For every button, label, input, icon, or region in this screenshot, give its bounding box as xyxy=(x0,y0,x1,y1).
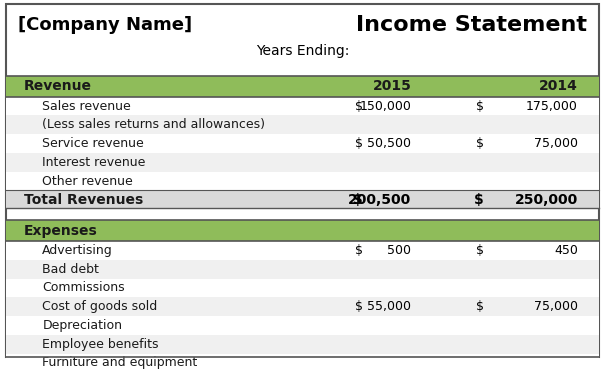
Text: (Less sales returns and allowances): (Less sales returns and allowances) xyxy=(42,118,266,131)
Text: 450: 450 xyxy=(554,244,578,257)
Bar xyxy=(6,115,599,134)
Bar xyxy=(6,335,599,354)
Bar xyxy=(6,76,599,97)
Text: 200,500: 200,500 xyxy=(348,193,411,207)
Bar xyxy=(6,297,599,316)
Text: 2014: 2014 xyxy=(539,79,578,93)
Text: 50,500: 50,500 xyxy=(367,137,411,150)
Bar xyxy=(6,153,599,172)
Bar xyxy=(6,134,599,153)
Text: $: $ xyxy=(476,137,484,150)
Text: $: $ xyxy=(355,100,363,113)
Text: Furniture and equipment: Furniture and equipment xyxy=(42,356,198,369)
Bar xyxy=(6,241,599,260)
Text: 2015: 2015 xyxy=(373,79,411,93)
Text: 75,000: 75,000 xyxy=(534,137,578,150)
Text: Years Ending:: Years Ending: xyxy=(256,44,349,58)
Text: Bad debt: Bad debt xyxy=(42,263,99,276)
Bar xyxy=(6,220,599,241)
Text: $: $ xyxy=(355,244,363,257)
Text: Service revenue: Service revenue xyxy=(42,137,144,150)
Text: Other revenue: Other revenue xyxy=(42,175,133,187)
Text: 150,000: 150,000 xyxy=(359,100,411,113)
Bar xyxy=(6,190,599,209)
Bar xyxy=(6,97,599,115)
Bar xyxy=(6,279,599,297)
Text: 75,000: 75,000 xyxy=(534,300,578,313)
Text: $: $ xyxy=(355,137,363,150)
Text: $: $ xyxy=(353,193,363,207)
Text: Revenue: Revenue xyxy=(24,79,92,93)
Text: Total Revenues: Total Revenues xyxy=(24,193,143,207)
Text: Cost of goods sold: Cost of goods sold xyxy=(42,300,157,313)
Bar xyxy=(6,172,599,190)
Text: $: $ xyxy=(476,244,484,257)
Bar xyxy=(6,316,599,335)
Text: Income Statement: Income Statement xyxy=(356,15,587,35)
Text: $: $ xyxy=(355,300,363,313)
Text: [Company Name]: [Company Name] xyxy=(18,16,192,34)
Text: $: $ xyxy=(476,100,484,113)
Text: Employee benefits: Employee benefits xyxy=(42,338,159,351)
Text: Commissions: Commissions xyxy=(42,282,125,294)
Text: $: $ xyxy=(476,300,484,313)
Bar xyxy=(6,354,599,369)
Text: 250,000: 250,000 xyxy=(514,193,578,207)
Text: Interest revenue: Interest revenue xyxy=(42,156,146,169)
Text: 55,000: 55,000 xyxy=(367,300,411,313)
Text: Expenses: Expenses xyxy=(24,224,98,238)
Text: Advertising: Advertising xyxy=(42,244,113,257)
Text: Depreciation: Depreciation xyxy=(42,319,122,332)
Bar xyxy=(6,260,599,279)
Text: 175,000: 175,000 xyxy=(526,100,578,113)
Text: $: $ xyxy=(474,193,484,207)
Text: 500: 500 xyxy=(387,244,411,257)
Text: Sales revenue: Sales revenue xyxy=(42,100,131,113)
